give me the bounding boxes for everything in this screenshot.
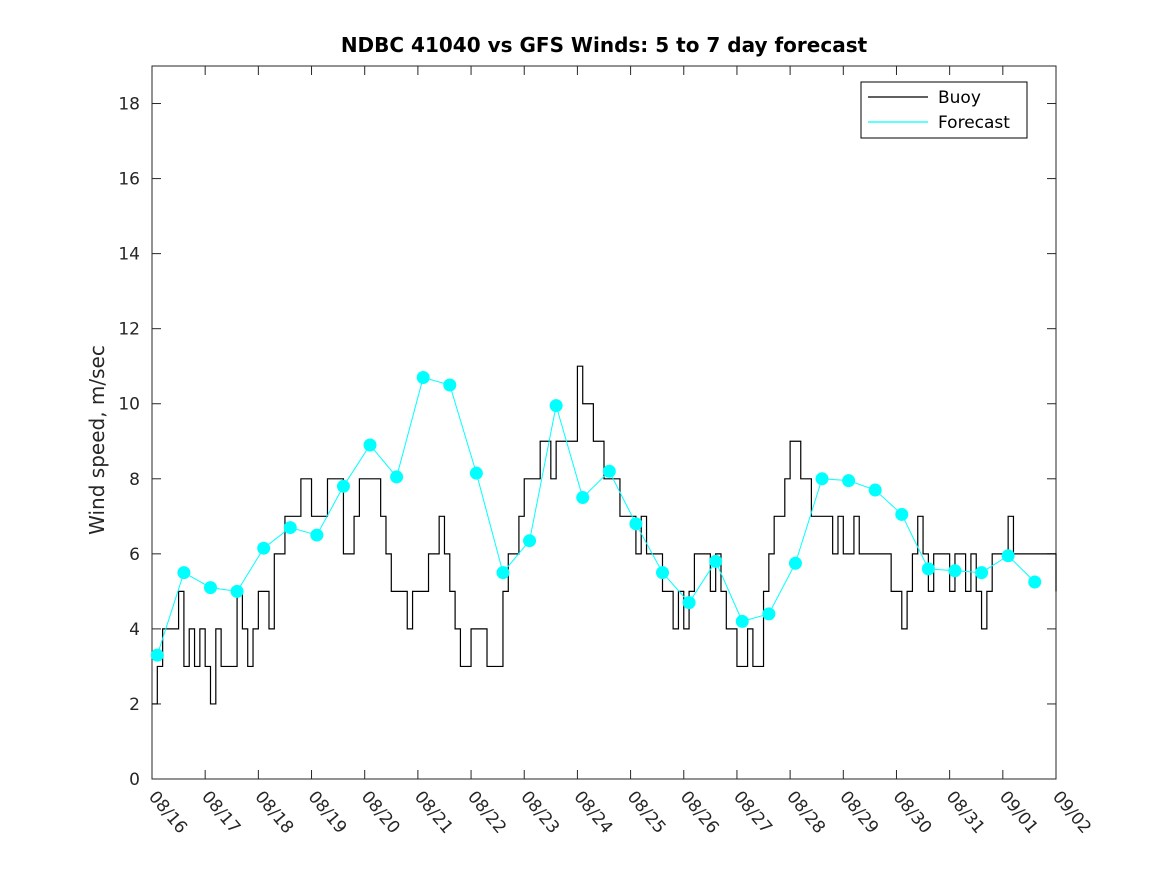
y-tick-label: 4 — [129, 620, 140, 640]
x-tick-label: 08/27 — [729, 787, 776, 837]
x-tick-label: 08/20 — [357, 787, 404, 837]
forecast-point — [842, 474, 856, 488]
x-tick-label: 08/23 — [516, 787, 563, 837]
x-tick-label: 09/01 — [995, 787, 1042, 837]
plot-area — [151, 65, 1057, 780]
forecast-point — [230, 584, 244, 598]
y-tick-label: 8 — [129, 470, 140, 490]
legend-box — [860, 81, 1028, 139]
forecast-point — [735, 614, 749, 628]
y-tick-label: 10 — [118, 395, 140, 415]
forecast-point — [1028, 575, 1042, 589]
forecast-point — [523, 534, 537, 548]
buoy-series-layer — [152, 365, 1057, 705]
forecast-point — [390, 470, 404, 484]
forecast-point — [655, 566, 669, 580]
forecast-point — [336, 479, 350, 493]
y-tick-label: 18 — [118, 95, 140, 115]
forecast-point — [682, 596, 696, 610]
forecast-point — [443, 378, 457, 392]
forecast-point — [576, 491, 590, 505]
forecast-point — [709, 554, 723, 568]
forecast-point — [895, 507, 909, 521]
forecast-point — [549, 399, 563, 413]
y-tick-label: 12 — [118, 320, 140, 340]
x-tick-label: 08/26 — [676, 787, 723, 837]
plot-axes — [151, 65, 1057, 780]
forecast-point — [310, 528, 324, 542]
forecast-point — [788, 556, 802, 570]
x-tick-label: 08/30 — [889, 787, 936, 837]
y-tick-label: 14 — [118, 245, 140, 265]
y-tick-label: 16 — [118, 170, 140, 190]
forecast-series-layer — [150, 370, 1042, 662]
forecast-point — [416, 370, 430, 384]
forecast-point — [363, 438, 377, 452]
x-tick-label: 08/24 — [570, 787, 617, 837]
chart-title: NDBC 41040 vs GFS Winds: 5 to 7 day fore… — [341, 33, 868, 57]
x-tick-label: 08/18 — [251, 787, 298, 837]
forecast-point — [496, 566, 510, 580]
forecast-point — [150, 648, 164, 662]
x-tick-label: 08/19 — [304, 787, 351, 837]
x-tick-label: 08/17 — [197, 787, 244, 837]
forecast-point — [948, 564, 962, 578]
y-tick-label: 0 — [129, 770, 140, 790]
legend-forecast-label: Forecast — [938, 113, 1010, 133]
forecast-point — [1001, 549, 1015, 563]
forecast-line — [156, 376, 1036, 656]
y-tick-label: 2 — [129, 695, 140, 715]
forecast-point — [469, 466, 483, 480]
legend-buoy-label: Buoy — [938, 88, 981, 108]
forecast-point — [868, 483, 882, 497]
x-tick-label: 08/25 — [623, 787, 670, 837]
x-tick-label: 08/28 — [782, 787, 829, 837]
forecast-point — [257, 541, 271, 555]
buoy-line — [152, 365, 1057, 705]
x-tick-label: 08/31 — [942, 787, 989, 837]
forecast-point — [762, 607, 776, 621]
y-tick-label: 6 — [129, 545, 140, 565]
x-tick-label: 08/22 — [463, 787, 510, 837]
forecast-point — [177, 566, 191, 580]
x-tick-label: 09/02 — [1048, 787, 1095, 837]
y-axis-label: Wind speed, m/sec — [85, 345, 109, 535]
legend: Buoy Forecast — [860, 81, 1028, 139]
forecast-point — [815, 472, 829, 486]
forecast-point — [921, 562, 935, 576]
x-tick-label: 08/21 — [410, 787, 457, 837]
forecast-point — [975, 566, 989, 580]
forecast-point — [203, 581, 217, 595]
forecast-point — [283, 521, 297, 535]
forecast-point — [629, 517, 643, 531]
forecast-point — [602, 464, 616, 478]
x-tick-label: 08/16 — [144, 787, 191, 837]
x-tick-label: 08/29 — [835, 787, 882, 837]
